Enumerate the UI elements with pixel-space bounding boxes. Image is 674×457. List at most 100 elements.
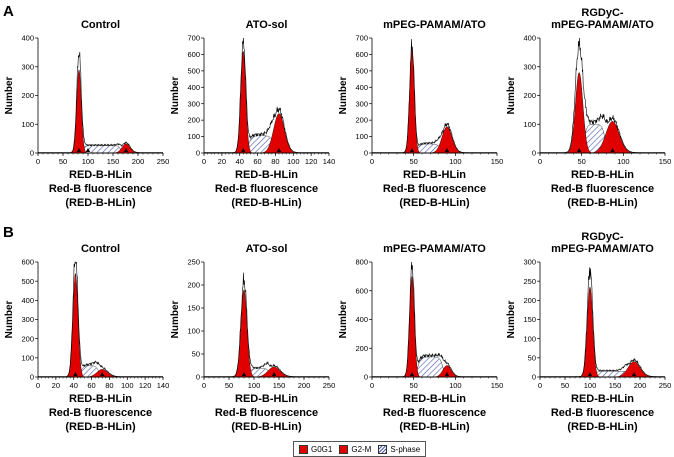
legend-label-s-phase: S-phase bbox=[390, 444, 421, 454]
x-tick-label: 0 bbox=[538, 157, 542, 166]
x-tick-label: 150 bbox=[659, 157, 672, 166]
x-tick-label: 60 bbox=[253, 157, 261, 166]
peak-marker bbox=[409, 372, 415, 376]
caption-line1: Red-B fluorescence bbox=[383, 407, 486, 419]
peak-marker bbox=[444, 148, 450, 152]
s-phase-swatch bbox=[378, 444, 388, 454]
x-tick-label: 100 bbox=[449, 381, 462, 390]
caption-line1: Red-B fluorescence bbox=[49, 183, 152, 195]
histogram-line bbox=[540, 37, 666, 153]
g0g1-swatch bbox=[299, 444, 308, 454]
y-tick-label: 50 bbox=[192, 350, 200, 359]
y-tick-label: 400 bbox=[355, 83, 368, 92]
x-tick-label: 100 bbox=[617, 157, 630, 166]
g0g1-peak bbox=[38, 69, 163, 154]
caption-line2: (RED-B-HLin) bbox=[231, 197, 302, 209]
peak-marker bbox=[276, 148, 282, 152]
x-tick-label: 20 bbox=[52, 381, 60, 390]
x-tick-label: 150 bbox=[491, 381, 504, 390]
caption-line2: (RED-B-HLin) bbox=[567, 197, 638, 209]
chart-title: Control bbox=[81, 243, 120, 255]
peak-marker bbox=[610, 148, 615, 152]
peak-marker bbox=[576, 148, 582, 152]
y-tick-label: 250 bbox=[523, 277, 536, 286]
x-tick-label: 120 bbox=[305, 157, 318, 166]
s-phase-area bbox=[372, 356, 497, 378]
y-tick-label: 300 bbox=[21, 315, 34, 324]
x-tick-label: 200 bbox=[132, 157, 145, 166]
x-tick-label: 50 bbox=[59, 157, 67, 166]
peak-marker bbox=[73, 372, 78, 376]
y-axis-label: Number bbox=[4, 301, 15, 339]
histogram-chart: Control 0 100 200 300 400 500 600 0 20 40 60 80 100 12… bbox=[4, 243, 169, 433]
chart-title: mPEG-PAMAM/ATO bbox=[551, 243, 654, 255]
y-tick-label: 100 bbox=[523, 334, 536, 343]
x-tick-label: 150 bbox=[609, 381, 622, 390]
y-axis-label: Number bbox=[4, 77, 15, 115]
y-tick-label: 300 bbox=[523, 62, 536, 71]
chart-title: mPEG-PAMAM/ATO bbox=[383, 19, 486, 31]
y-axis-label: Number bbox=[170, 301, 181, 339]
chart-title: ATO-sol bbox=[246, 243, 288, 255]
panel-label-b: B bbox=[3, 224, 14, 241]
x-tick-label: 0 bbox=[370, 157, 374, 166]
y-tick-label: 0 bbox=[30, 373, 34, 382]
y-tick-label: 0 bbox=[532, 373, 536, 382]
y-tick-label: 500 bbox=[21, 277, 34, 286]
caption-line1: Red-B fluorescence bbox=[551, 407, 654, 419]
g0g1-peak bbox=[38, 273, 163, 378]
histogram-chart: Control 0 100 200 300 400 0 50 100 150 200 250 Numbe… bbox=[4, 19, 169, 209]
x-tick-label: 100 bbox=[287, 157, 300, 166]
y-axis-label: Number bbox=[170, 77, 181, 115]
x-tick-label: 140 bbox=[157, 381, 170, 390]
x-tick-label: 200 bbox=[298, 381, 311, 390]
x-tick-label: 150 bbox=[273, 381, 286, 390]
peak-marker bbox=[631, 372, 637, 376]
y-tick-label: 600 bbox=[355, 286, 368, 295]
y-tick-label: 200 bbox=[523, 91, 536, 100]
peak-marker bbox=[85, 148, 91, 152]
x-tick-label: 0 bbox=[202, 157, 206, 166]
y-tick-label: 400 bbox=[187, 83, 200, 92]
y-tick-label: 200 bbox=[187, 116, 200, 125]
y-axis-label: Number bbox=[506, 77, 517, 115]
x-tick-label: 200 bbox=[634, 381, 647, 390]
x-tick-label: 20 bbox=[218, 157, 226, 166]
x-tick-label: 40 bbox=[70, 381, 78, 390]
y-tick-label: 600 bbox=[187, 50, 200, 59]
y-tick-label: 600 bbox=[355, 50, 368, 59]
x-tick-label: 150 bbox=[107, 157, 120, 166]
x-axis-label: RED-B-HLin bbox=[403, 393, 466, 405]
g0g1-peak bbox=[372, 48, 497, 154]
x-axis-label: RED-B-HLin bbox=[571, 393, 634, 405]
chart-title: mPEG-PAMAM/ATO bbox=[383, 243, 486, 255]
x-tick-label: 100 bbox=[82, 157, 95, 166]
y-tick-label: 400 bbox=[523, 34, 536, 43]
y-tick-label: 100 bbox=[21, 353, 34, 362]
caption-line1: Red-B fluorescence bbox=[551, 183, 654, 195]
x-tick-label: 140 bbox=[323, 157, 336, 166]
chart-title: Control bbox=[81, 19, 120, 31]
y-tick-label: 100 bbox=[523, 120, 536, 129]
caption-line1: Red-B fluorescence bbox=[49, 407, 152, 419]
x-tick-label: 50 bbox=[577, 157, 585, 166]
histogram-chart: mPEG-PAMAM/ATO 0 200 400 600 800 0 50 100 150 Numb… bbox=[338, 243, 503, 433]
y-tick-label: 100 bbox=[355, 132, 368, 141]
chart-title: RGDyC- bbox=[581, 231, 624, 243]
y-tick-label: 0 bbox=[196, 149, 200, 158]
x-tick-label: 0 bbox=[538, 381, 542, 390]
caption-line2: (RED-B-HLin) bbox=[399, 197, 470, 209]
y-tick-label: 0 bbox=[30, 149, 34, 158]
y-axis-label: Number bbox=[338, 77, 349, 115]
y-tick-label: 300 bbox=[187, 99, 200, 108]
legend-item-s-phase: S-phase bbox=[378, 444, 421, 454]
histogram-line bbox=[204, 37, 330, 153]
y-tick-label: 400 bbox=[21, 296, 34, 305]
histogram-chart: RGDyC-mPEG-PAMAM/ATO 0 50 100 150 200 250 300 0 5… bbox=[506, 231, 671, 433]
y-tick-label: 600 bbox=[21, 258, 34, 267]
caption-line1: Red-B fluorescence bbox=[215, 183, 318, 195]
caption-line1: Red-B fluorescence bbox=[215, 407, 318, 419]
histogram-line bbox=[540, 267, 666, 377]
caption-line2: (RED-B-HLin) bbox=[567, 421, 638, 433]
